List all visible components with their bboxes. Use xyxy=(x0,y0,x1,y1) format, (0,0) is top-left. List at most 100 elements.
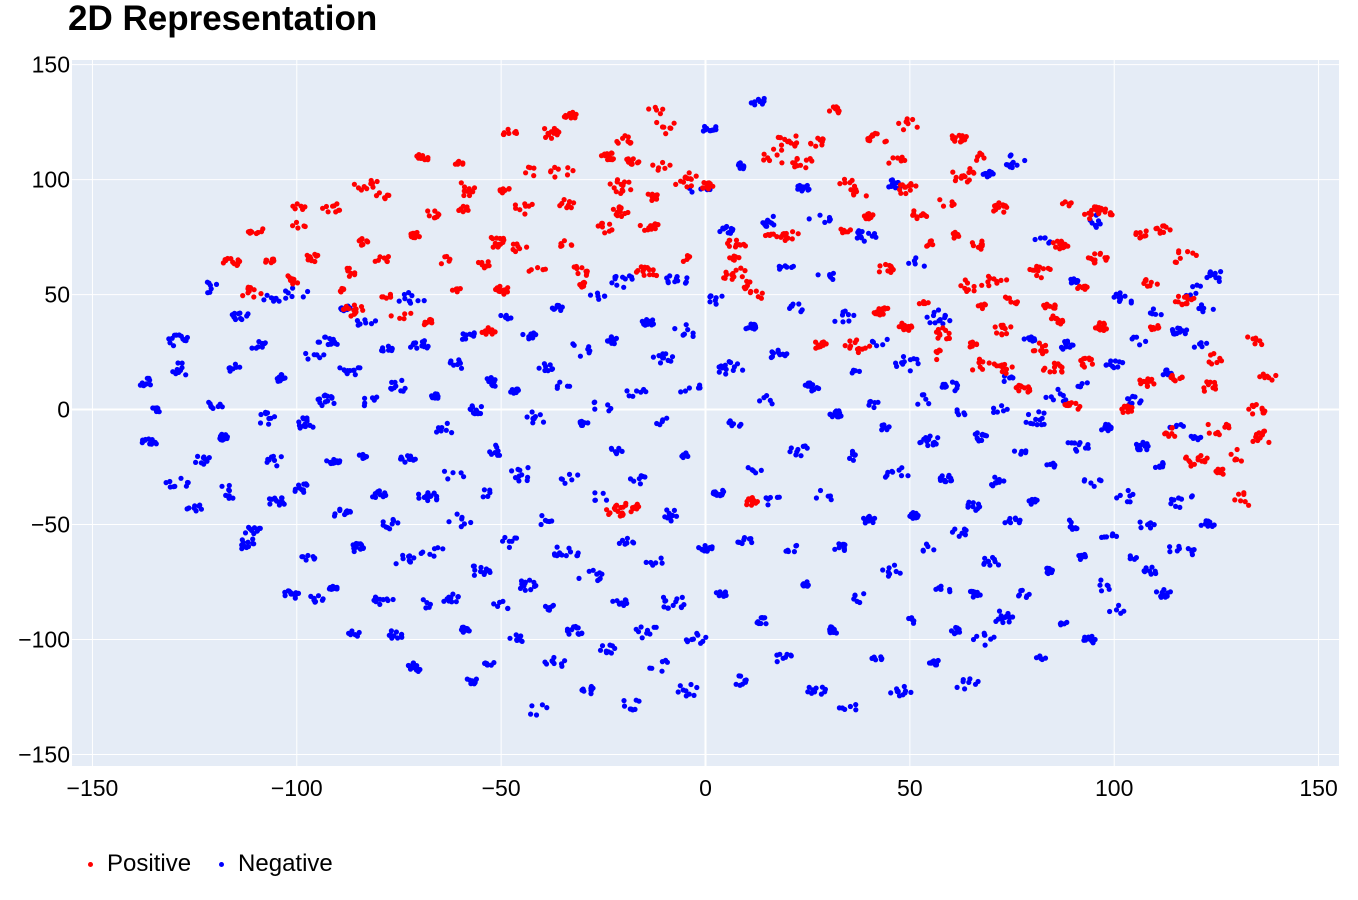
data-point xyxy=(1030,348,1036,354)
data-point xyxy=(964,280,971,286)
data-point xyxy=(977,504,983,510)
data-point xyxy=(999,332,1005,338)
data-point xyxy=(742,268,748,274)
data-point xyxy=(1037,653,1043,659)
data-point xyxy=(621,698,627,704)
data-point xyxy=(249,229,255,235)
data-point xyxy=(603,648,609,654)
data-point xyxy=(842,706,848,713)
data-point xyxy=(267,501,273,507)
data-point xyxy=(935,435,941,441)
negative-marker-icon xyxy=(219,861,225,867)
data-point xyxy=(925,300,931,306)
data-point xyxy=(357,365,363,371)
data-point xyxy=(237,310,243,316)
data-point xyxy=(1238,498,1244,504)
data-point xyxy=(431,553,437,559)
data-point xyxy=(353,306,359,312)
data-point xyxy=(1125,408,1131,414)
data-point xyxy=(572,115,578,121)
data-point xyxy=(608,405,614,412)
data-point xyxy=(1053,244,1059,250)
data-point xyxy=(217,401,223,407)
data-point xyxy=(557,379,563,385)
data-point xyxy=(892,185,899,191)
data-point xyxy=(429,393,435,399)
data-point xyxy=(952,135,958,141)
data-point xyxy=(1185,546,1191,552)
data-point xyxy=(1111,365,1117,371)
data-point xyxy=(330,584,337,590)
data-point xyxy=(346,630,352,636)
data-point xyxy=(801,583,807,589)
data-point xyxy=(1016,520,1022,526)
data-point xyxy=(614,502,620,508)
data-point xyxy=(289,293,295,300)
data-point xyxy=(720,593,727,599)
data-point xyxy=(530,420,536,426)
data-point xyxy=(1051,464,1057,470)
data-point xyxy=(427,316,433,323)
data-point xyxy=(817,212,823,218)
data-point xyxy=(152,406,158,412)
legend-item-positive[interactable]: Positive xyxy=(82,850,191,878)
data-point xyxy=(804,583,811,589)
data-point xyxy=(1161,223,1167,229)
data-point xyxy=(357,237,363,243)
data-point xyxy=(991,405,997,411)
data-point xyxy=(468,681,474,687)
data-point xyxy=(647,665,653,671)
data-point xyxy=(1193,290,1199,296)
data-point xyxy=(406,290,412,296)
data-point xyxy=(179,360,185,366)
data-point xyxy=(629,276,635,282)
data-point xyxy=(407,553,413,559)
data-point xyxy=(1197,341,1203,347)
data-point xyxy=(1213,275,1219,281)
data-point xyxy=(999,403,1005,409)
data-point xyxy=(332,511,338,517)
data-point xyxy=(1063,397,1069,403)
data-point xyxy=(472,567,478,573)
data-point xyxy=(577,353,584,359)
data-point xyxy=(423,493,430,499)
data-point xyxy=(921,392,927,398)
data-point xyxy=(341,367,347,373)
data-point xyxy=(920,548,926,554)
data-point xyxy=(551,654,557,661)
data-point xyxy=(951,631,958,637)
data-point xyxy=(903,190,909,197)
data-point xyxy=(871,655,877,661)
data-point xyxy=(269,256,275,262)
data-point xyxy=(205,290,211,296)
data-point xyxy=(654,420,660,427)
data-point xyxy=(1036,409,1042,415)
data-point xyxy=(965,287,972,293)
data-point xyxy=(1010,375,1016,381)
data-point xyxy=(951,201,957,207)
data-point xyxy=(500,131,506,137)
data-point xyxy=(592,490,598,496)
data-point xyxy=(827,273,833,279)
data-point xyxy=(847,703,854,710)
data-point xyxy=(836,705,843,711)
data-point xyxy=(1037,235,1044,241)
data-point xyxy=(561,197,567,203)
data-point xyxy=(717,228,723,235)
data-point xyxy=(888,690,894,696)
data-point xyxy=(518,633,524,639)
data-point xyxy=(660,417,666,423)
data-point xyxy=(1079,554,1085,560)
data-point xyxy=(306,257,312,263)
data-point xyxy=(769,220,775,226)
data-point xyxy=(668,125,674,131)
data-point xyxy=(906,260,912,266)
data-point xyxy=(1006,619,1012,625)
data-point xyxy=(1103,257,1109,263)
data-point xyxy=(708,293,714,299)
legend-item-negative[interactable]: Negative xyxy=(213,850,333,878)
data-point xyxy=(1098,577,1104,583)
data-point xyxy=(684,184,690,190)
data-point xyxy=(1082,477,1088,483)
